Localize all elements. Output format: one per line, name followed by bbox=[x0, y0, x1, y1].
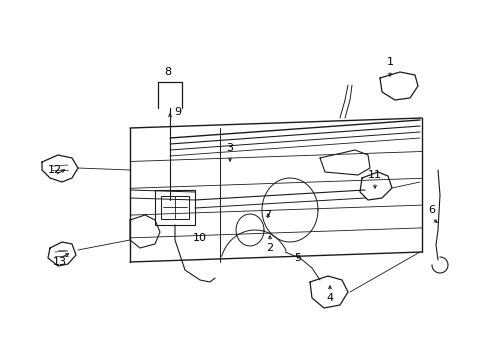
Text: 1: 1 bbox=[386, 57, 393, 67]
Text: 4: 4 bbox=[326, 293, 333, 303]
Text: 2: 2 bbox=[266, 243, 273, 253]
Text: 6: 6 bbox=[427, 205, 435, 215]
Text: 10: 10 bbox=[193, 233, 206, 243]
Text: 9: 9 bbox=[174, 107, 181, 117]
Bar bbox=[155, 190, 195, 225]
Bar bbox=[161, 196, 189, 219]
Text: 5: 5 bbox=[294, 253, 301, 263]
Text: 3: 3 bbox=[226, 143, 233, 153]
Text: 7: 7 bbox=[264, 210, 271, 220]
Text: 12: 12 bbox=[48, 165, 62, 175]
Text: 13: 13 bbox=[53, 257, 67, 267]
Text: 8: 8 bbox=[164, 67, 171, 77]
Text: 11: 11 bbox=[367, 170, 381, 180]
